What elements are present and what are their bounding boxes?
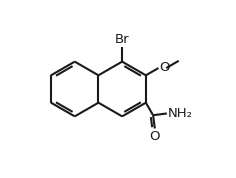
Text: O: O	[159, 61, 169, 74]
Text: O: O	[150, 130, 160, 143]
Text: NH₂: NH₂	[168, 107, 193, 120]
Text: Br: Br	[115, 33, 130, 46]
